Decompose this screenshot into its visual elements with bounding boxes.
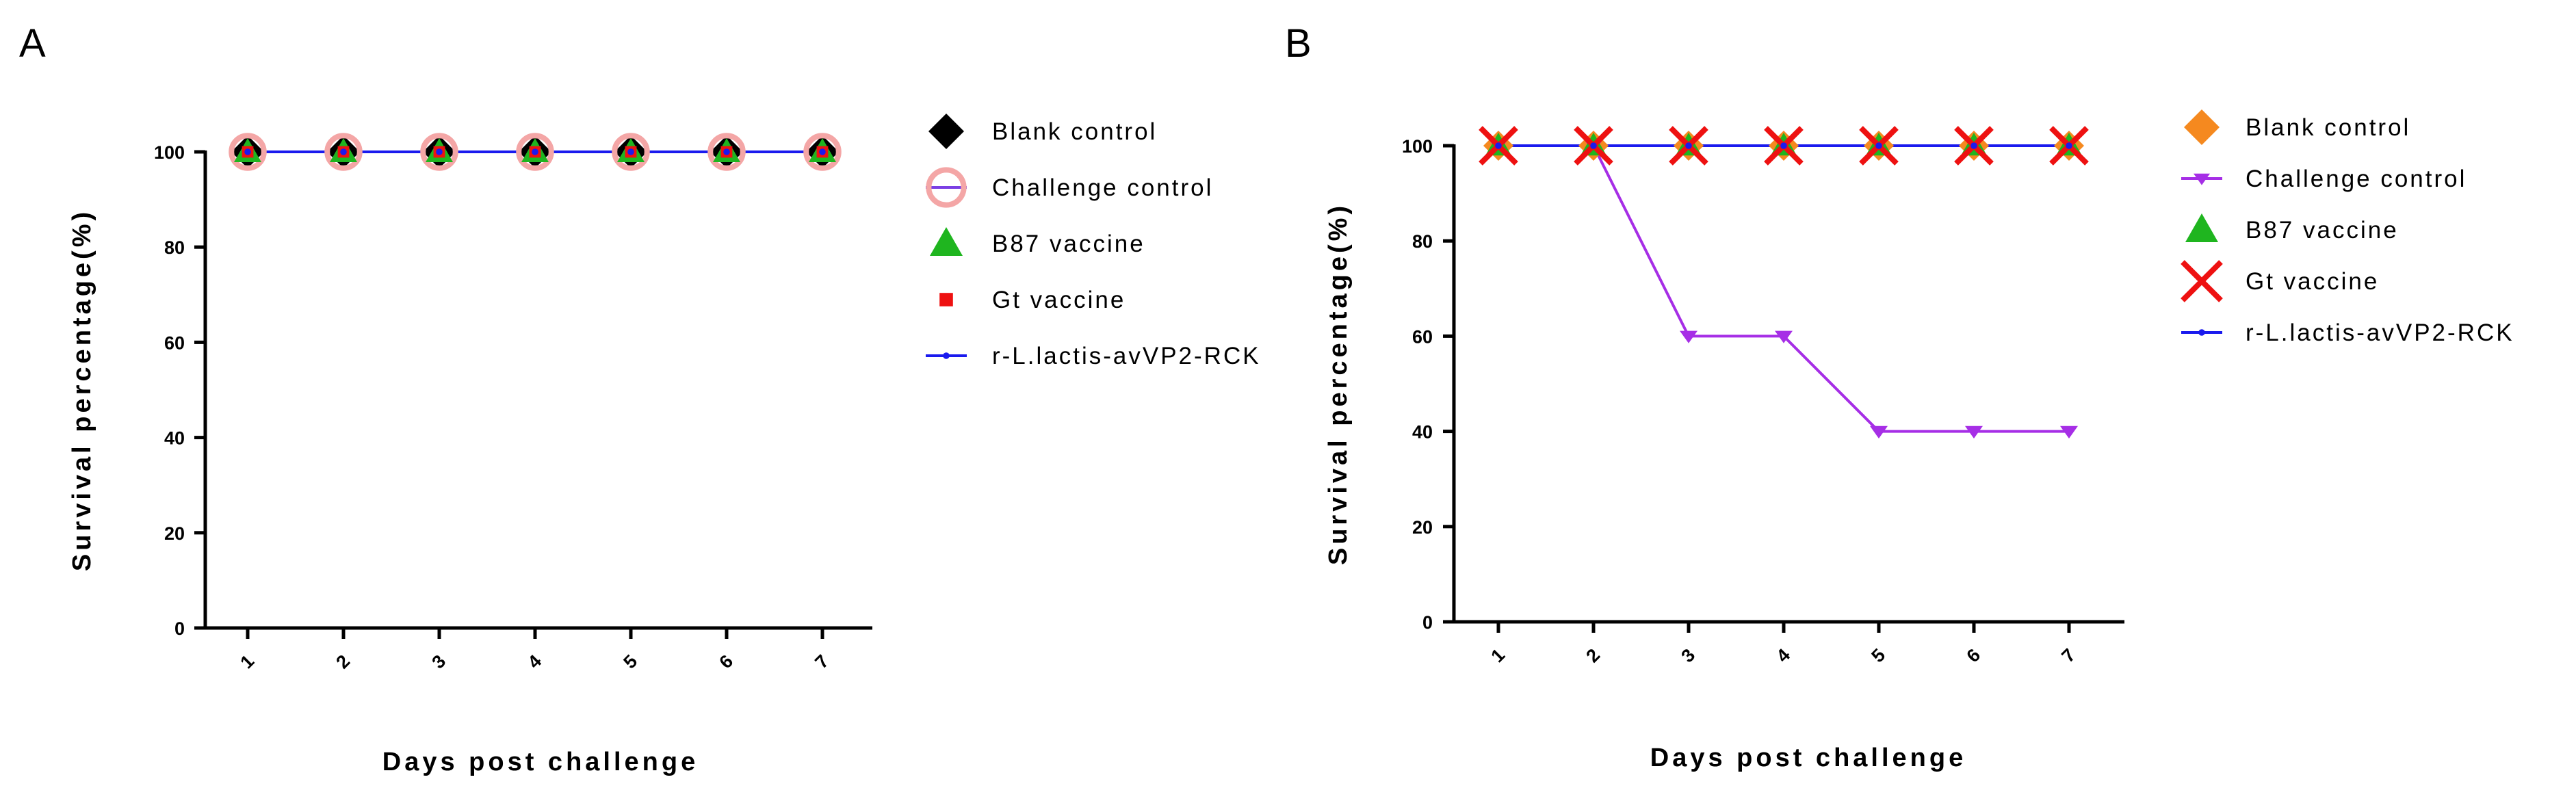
panel-b-data-point (1875, 142, 1882, 149)
panel-a-legend-marker (939, 293, 953, 306)
panel-a-legend-label: B87 vaccine (992, 231, 1145, 257)
panel-a-y-tick-label: 60 (164, 332, 185, 353)
panel-a-y-tick-label: 40 (164, 428, 185, 449)
panel-b-data-point (1870, 425, 1888, 438)
panel-a-legend-marker (926, 167, 967, 208)
panel-a-data-point (436, 148, 443, 155)
panel-b-y-axis-label: Survival percentage(%) (1324, 202, 1353, 565)
panel-b-x-tick-label: 5 (1867, 644, 1889, 666)
panel-b-series-line (1498, 144, 2069, 433)
panel-b-legend-marker (2184, 109, 2220, 145)
panel-b-data-point (1775, 330, 1793, 343)
panel-b-x-tick-label: 2 (1582, 644, 1604, 666)
panel-b-data-point (2066, 142, 2072, 149)
panel-b-y-tick-label: 20 (1412, 517, 1433, 538)
panel-a-y-tick-label: 20 (164, 523, 185, 544)
panel-b-legend-marker (2194, 173, 2210, 185)
panel-b-y-tick-label: 60 (1412, 326, 1433, 347)
panel-b-data-point (1965, 425, 1983, 438)
panel-b-data-point (1680, 330, 1697, 343)
panel-a-data-point (803, 133, 842, 171)
panel-a-data-point (612, 133, 650, 171)
panel-b-x-tick-label: 1 (1487, 644, 1509, 666)
panel-a-data-point (516, 133, 554, 171)
panel-b-legend-label: r-L.lactis-avVP2-RCK (2246, 319, 2514, 346)
panel-b-data-point (1590, 142, 1597, 149)
panel-a-x-tick-label: 7 (811, 651, 833, 672)
panel-a-data-point (229, 133, 267, 171)
panel-a-data-point (340, 148, 347, 155)
panel-a-legend-label: Challenge control (992, 174, 1213, 201)
panel-a-data-point (324, 133, 363, 171)
panel-a-y-axis-label: Survival percentage(%) (68, 209, 96, 571)
panel-a-x-tick-label: 1 (236, 651, 258, 672)
panel-b-legend-label: Challenge control (2246, 166, 2467, 192)
panel-a-x-tick-label: 2 (332, 651, 354, 672)
panel-a-y-tick-label: 100 (154, 142, 185, 163)
panel-a-x-tick-label: 6 (715, 651, 737, 672)
panel-a-data-point (244, 148, 251, 155)
panel-b-legend-marker (2198, 329, 2205, 336)
panel-a-x-tick-label: 4 (523, 651, 545, 672)
panel-a-legend-label: r-L.lactis-avVP2-RCK (992, 343, 1261, 369)
panel-a-y-tick-label: 0 (174, 618, 185, 639)
panel-b-x-tick-label: 6 (1962, 644, 1984, 666)
panel-a-y-tick-label: 80 (164, 237, 185, 258)
panel-b-y-tick-label: 80 (1412, 231, 1433, 252)
panel-b-data-point (1495, 142, 1502, 149)
panel-b-data-point (1970, 142, 1977, 149)
panel-b-data-point (2060, 425, 2078, 438)
panel-b-x-tick-label: 4 (1772, 644, 1794, 666)
panel-a-letter: A (19, 21, 46, 66)
panel-a-data-point (420, 133, 458, 171)
panel-b-x-tick-label: 7 (2057, 644, 2079, 666)
panel-b-legend-label: Gt vaccine (2246, 268, 2379, 295)
panel-a-x-axis-label: Days post challenge (382, 748, 699, 776)
panel-a-legend-marker (943, 352, 950, 359)
panel-a-chart: 0 20 40 60 80 100 1 2 3 4 5 6 7 Survival percentage(%… (68, 114, 1261, 776)
panel-a-legend-label: Blank control (992, 118, 1157, 145)
panel-b-letter: B (1285, 21, 1312, 66)
panel-b-legend-marker (2185, 213, 2218, 242)
panel-a-data-point (532, 148, 538, 155)
panel-b-legend-marker (2181, 260, 2223, 302)
panel-a-legend-label: Gt vaccine (992, 287, 1126, 313)
panel-b-data-point (1685, 142, 1692, 149)
panel-a-x-tick-label: 3 (428, 651, 450, 672)
panel-a-data-point (819, 148, 826, 155)
panel-b-x-tick-label: 3 (1677, 644, 1699, 666)
panel-b-y-tick-label: 0 (1422, 612, 1433, 633)
panel-a-x-tick-label: 5 (619, 651, 641, 672)
panel-a-legend-marker (930, 227, 963, 256)
panel-b-y-tick-label: 100 (1402, 136, 1433, 157)
panel-b-legend-label: B87 vaccine (2246, 217, 2399, 244)
panel-b-y-tick-label: 40 (1412, 422, 1433, 443)
panel-b-legend-label: Blank control (2246, 114, 2410, 141)
panel-a-data-point (707, 133, 746, 171)
panel-a-data-point (723, 148, 730, 155)
panel-a-legend-marker (928, 114, 964, 149)
panel-b-x-axis-label: Days post challenge (1650, 744, 1966, 772)
panel-b-chart: 0 20 40 60 80 100 1 2 3 4 5 6 7 Survival percentage(%… (1324, 109, 2514, 772)
panel-b-data-point (1780, 142, 1787, 149)
panel-a-data-point (627, 148, 634, 155)
